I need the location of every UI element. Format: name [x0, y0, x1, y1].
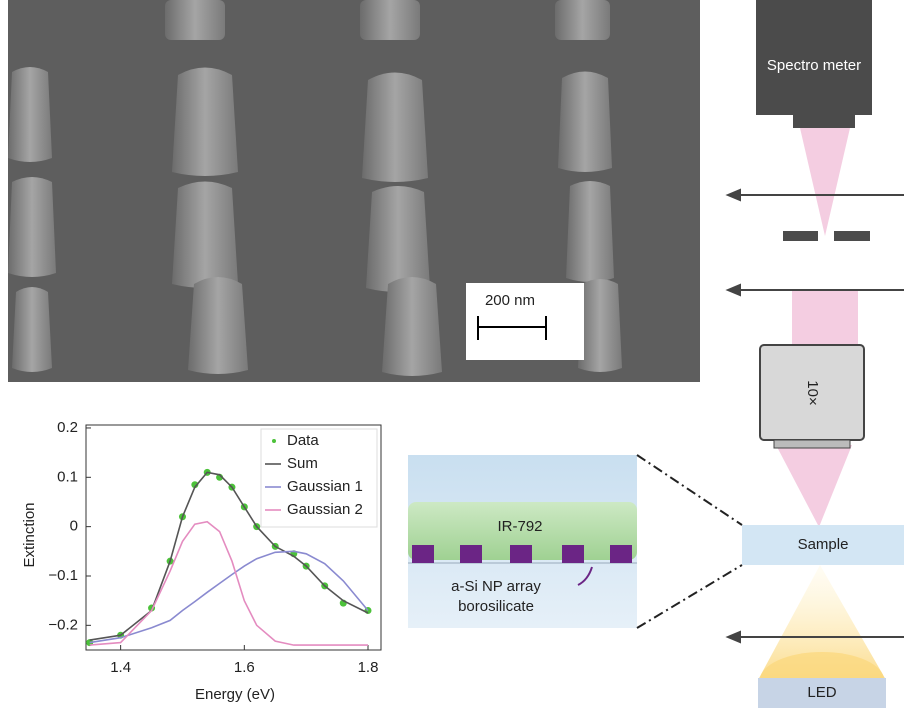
- scale-bar-label: 200 nm: [485, 292, 535, 309]
- led-label: LED: [807, 684, 836, 701]
- series-line: [90, 551, 368, 642]
- y-tick-label: −0.1: [48, 567, 78, 584]
- beam: [776, 445, 852, 527]
- substrate-label: borosilicate: [458, 598, 534, 615]
- legend-swatch: [272, 439, 276, 443]
- slit: [834, 231, 870, 241]
- y-axis-label: Extinction: [21, 502, 38, 567]
- x-tick-label: 1.8: [358, 659, 379, 676]
- dye-label: IR-792: [497, 518, 542, 535]
- sample-cell: IR-792 a-Si NP array borosilicate: [408, 455, 742, 628]
- sem-image: 200 nm: [8, 0, 700, 382]
- legend-label: Sum: [287, 455, 318, 472]
- x-tick-label: 1.4: [110, 659, 131, 676]
- chart: Extinction Energy (eV) 0.2 0.1 0 −0.1 −0.2 1.…: [21, 419, 381, 703]
- y-tick-label: 0.1: [57, 468, 78, 485]
- spectrometer-port: [793, 115, 855, 128]
- legend-label: Data: [287, 432, 319, 449]
- x-axis-label: Energy (eV): [195, 686, 275, 703]
- array-label: a-Si NP array: [451, 578, 541, 595]
- sample-label: Sample: [798, 536, 849, 553]
- zoom-lines: [637, 455, 742, 628]
- objective-tip: [774, 440, 850, 448]
- y-tick-label: 0: [70, 518, 78, 535]
- optical-setup: Spectro meter 10× Sample LED: [728, 0, 904, 708]
- legend-label: Gaussian 1: [287, 478, 363, 495]
- y-tick-label: −0.2: [48, 616, 78, 633]
- spectrometer-label: Spectro meter: [767, 57, 861, 74]
- objective-label: 10×: [804, 380, 821, 405]
- legend-label: Gaussian 2: [287, 501, 363, 518]
- figure: 200 nm Spectro meter 10× Sample LED: [0, 0, 904, 710]
- y-tick-label: 0.2: [57, 419, 78, 436]
- slit: [783, 231, 818, 241]
- x-tick-label: 1.6: [234, 659, 255, 676]
